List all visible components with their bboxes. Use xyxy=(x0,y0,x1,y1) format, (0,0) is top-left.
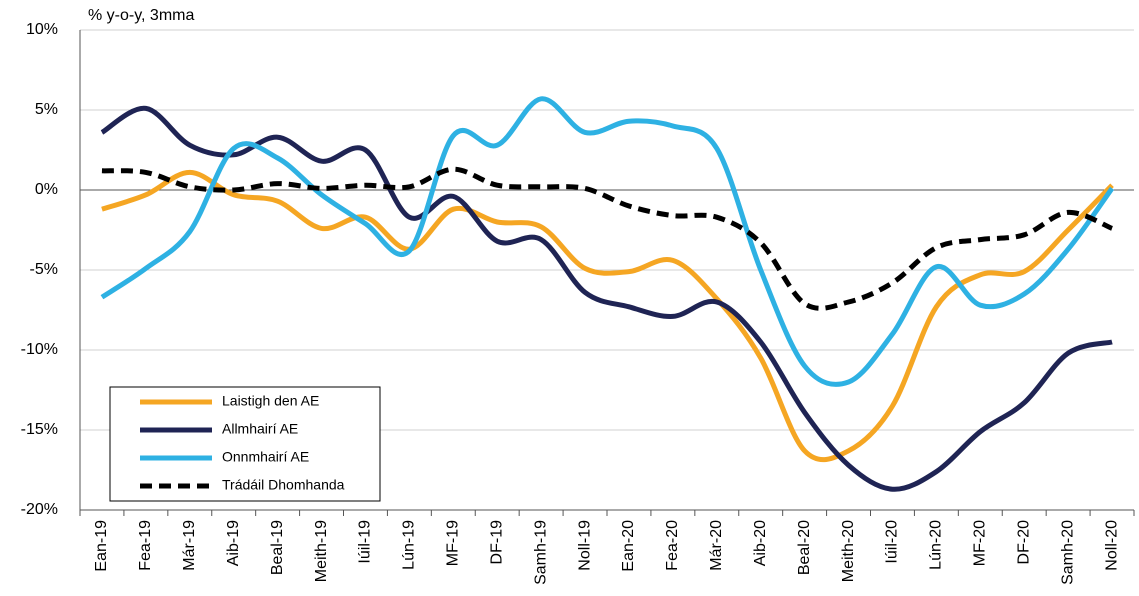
x-tick-label: Noll-20 xyxy=(1103,520,1120,571)
x-tick-label: Fea-20 xyxy=(664,520,681,571)
legend-text: Laistigh den AE xyxy=(222,393,319,409)
x-tick-label: Iúil-20 xyxy=(884,520,901,564)
series-line xyxy=(101,169,1114,463)
x-tick-label: Aib-19 xyxy=(225,520,242,566)
x-tick-label: Ean-20 xyxy=(620,520,637,572)
x-tick-label: Beal-19 xyxy=(269,520,286,575)
x-tick-label: Ean-19 xyxy=(93,520,110,572)
x-tick-label: DF-19 xyxy=(488,520,505,565)
y-tick-label: -10% xyxy=(21,341,58,358)
x-tick-label: MF-19 xyxy=(445,520,462,566)
series-line xyxy=(100,105,1113,492)
y-tick-label: -5% xyxy=(30,261,58,278)
x-tick-label: MF-20 xyxy=(972,520,989,566)
x-tick-label: Beal-20 xyxy=(796,520,813,575)
x-tick-label: Iúil-19 xyxy=(357,520,374,564)
y-tick-label: 10% xyxy=(26,21,58,38)
x-tick-label: Meith-19 xyxy=(313,520,330,582)
series-line xyxy=(100,96,1115,387)
series-line xyxy=(101,166,1114,311)
x-tick-label: Meith-20 xyxy=(840,520,857,582)
y-tick-label: 0% xyxy=(35,181,58,198)
x-tick-label: Lún-20 xyxy=(928,520,945,570)
x-tick-label: Lún-19 xyxy=(401,520,418,570)
x-tick-label: Már-19 xyxy=(181,520,198,571)
y-axis-label: % y-o-y, 3mma xyxy=(88,7,194,24)
y-tick-label: -20% xyxy=(21,501,58,518)
x-tick-label: Fea-19 xyxy=(137,520,154,571)
legend-text: Onnmhairí AE xyxy=(222,449,309,465)
x-tick-label: DF-20 xyxy=(1015,520,1032,565)
legend-box xyxy=(109,386,381,502)
legend-text: Allmhairí AE xyxy=(222,421,298,437)
x-tick-label: Noll-19 xyxy=(576,520,593,571)
legend-text: Trádáil Dhomhanda xyxy=(222,477,345,493)
y-tick-label: 5% xyxy=(35,101,58,118)
x-tick-label: Samh-20 xyxy=(1059,520,1076,585)
x-tick-label: Aib-20 xyxy=(752,520,769,566)
y-tick-label: -15% xyxy=(21,421,58,438)
x-tick-label: Már-20 xyxy=(708,520,725,571)
x-tick-label: Samh-19 xyxy=(532,520,549,585)
